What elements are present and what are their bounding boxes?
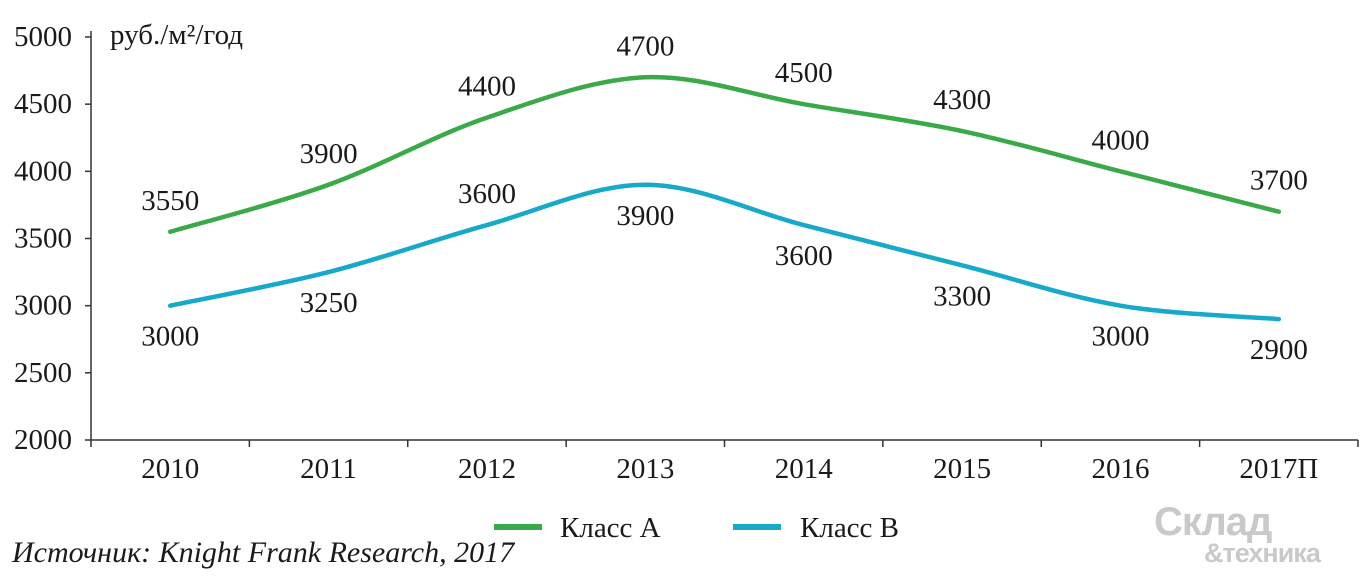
- data-label: 3550: [141, 185, 199, 217]
- x-tick-label: 2012: [458, 453, 516, 485]
- data-label: 3250: [300, 287, 358, 319]
- y-tick-label: 4500: [14, 88, 72, 120]
- x-tick-label: 2016: [1091, 453, 1149, 485]
- data-label: 3900: [616, 200, 674, 232]
- axes: [90, 31, 1358, 441]
- y-axis-ticks: 2000 2500 3000 3500 4000 4500 5000 руб./м²/год: [14, 19, 243, 456]
- x-tick-label: 2014: [775, 453, 834, 485]
- x-tick-label: 2013: [616, 453, 674, 485]
- x-tick-label: 2015: [933, 453, 991, 485]
- data-label: 3600: [775, 240, 833, 272]
- data-labels: 3550 3900 4400 4700 4500 4300 4000 3700 3000 3250…: [141, 30, 1308, 366]
- source-note: Источник: Knight Frank Research, 2017: [12, 536, 515, 569]
- series-line-2: [167, 182, 1282, 322]
- x-axis-ticks: 2010 2011 2012 2013 2014 2015 2016 2017П: [90, 440, 1359, 485]
- data-label: 3700: [1250, 165, 1308, 197]
- series-lines: [167, 74, 1282, 322]
- data-label: 3000: [141, 321, 199, 353]
- data-label: 2900: [1250, 334, 1308, 366]
- logo-line-1: Склад: [1154, 500, 1272, 544]
- legend-label-1: Класс А: [560, 512, 661, 544]
- data-label: 4500: [775, 57, 833, 89]
- y-tick-label: 3000: [14, 290, 72, 322]
- data-label: 3900: [300, 138, 358, 170]
- data-label: 3000: [1091, 321, 1149, 353]
- x-tick-label: 2017П: [1239, 453, 1318, 485]
- y-axis-unit: руб./м²/год: [110, 19, 243, 51]
- series-line-1: [167, 74, 1282, 235]
- data-label: 4000: [1091, 124, 1149, 156]
- y-tick-label: 5000: [14, 21, 72, 53]
- legend: Класс А Класс В: [494, 512, 899, 544]
- data-label: 3300: [933, 280, 991, 312]
- data-label: 4300: [933, 84, 991, 116]
- y-tick-label: 3500: [14, 223, 72, 255]
- y-tick-label: 2500: [14, 357, 72, 389]
- data-label: 3600: [458, 178, 516, 210]
- y-tick-label: 4000: [14, 155, 72, 187]
- x-tick-label: 2011: [300, 453, 357, 485]
- data-label: 4400: [458, 71, 516, 103]
- data-label: 4700: [616, 30, 674, 62]
- logo-line-2: &техника: [1204, 538, 1321, 568]
- legend-label-2: Класс В: [800, 512, 899, 544]
- logo: Склад &техника: [1148, 500, 1358, 576]
- y-tick-label: 2000: [14, 424, 72, 456]
- x-tick-label: 2010: [141, 453, 199, 485]
